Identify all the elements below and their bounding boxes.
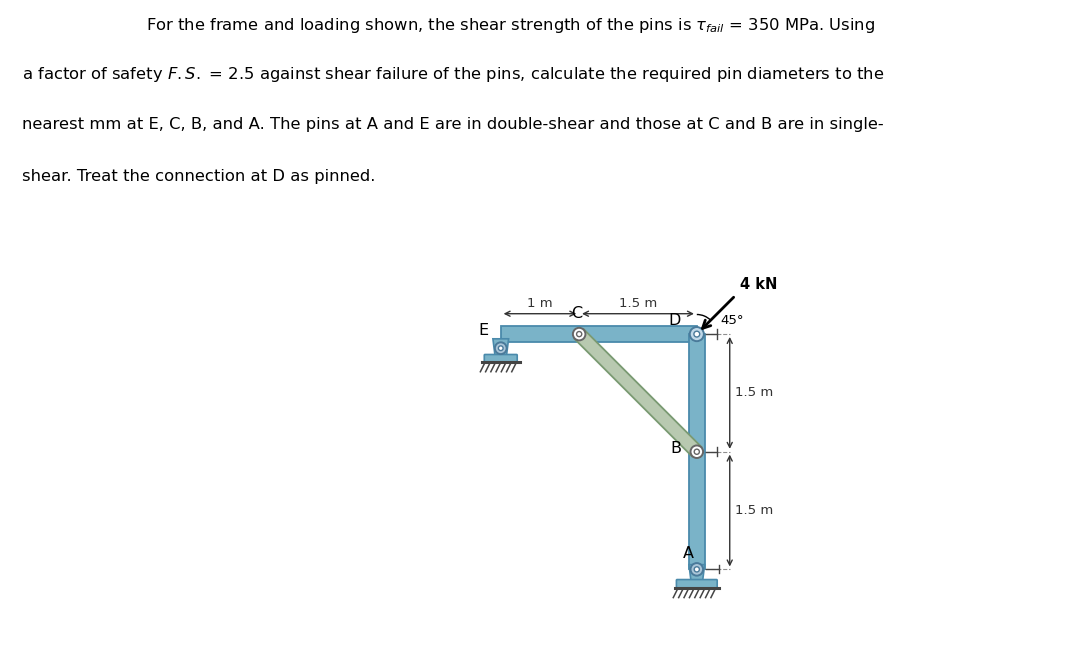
Circle shape	[694, 449, 700, 454]
Text: C: C	[571, 306, 582, 321]
Text: 4 kN: 4 kN	[740, 277, 777, 292]
Circle shape	[577, 332, 582, 337]
Text: D: D	[668, 313, 681, 328]
FancyBboxPatch shape	[676, 580, 717, 589]
Text: 1.5 m: 1.5 m	[619, 297, 658, 310]
Text: A: A	[682, 546, 693, 561]
Text: shear. Treat the connection at D as pinned.: shear. Treat the connection at D as pinn…	[22, 169, 375, 184]
Text: 1.5 m: 1.5 m	[735, 386, 774, 399]
Circle shape	[572, 328, 585, 340]
FancyBboxPatch shape	[484, 354, 517, 363]
Circle shape	[495, 342, 507, 354]
Text: 45°: 45°	[720, 314, 744, 327]
Circle shape	[694, 331, 700, 337]
Polygon shape	[575, 330, 702, 456]
Text: For the frame and loading shown, the shear strength of the pins is $\tau_{fail}$: For the frame and loading shown, the she…	[146, 16, 874, 35]
Circle shape	[690, 327, 704, 341]
Circle shape	[498, 346, 503, 350]
Circle shape	[691, 563, 703, 576]
Circle shape	[694, 567, 700, 572]
Text: B: B	[671, 441, 681, 456]
Circle shape	[691, 445, 703, 458]
Polygon shape	[689, 334, 705, 569]
Polygon shape	[501, 326, 696, 342]
Text: 1.5 m: 1.5 m	[735, 504, 774, 517]
Text: nearest mm at E, C, B, and A. The pins at A and E are in double-shear and those : nearest mm at E, C, B, and A. The pins a…	[22, 117, 883, 132]
Text: 1 m: 1 m	[527, 297, 553, 310]
Text: E: E	[478, 323, 488, 339]
Polygon shape	[493, 339, 509, 358]
Text: a factor of safety $F.S.$ = 2.5 against shear failure of the pins, calculate the: a factor of safety $F.S.$ = 2.5 against …	[22, 65, 884, 84]
Polygon shape	[689, 565, 705, 583]
